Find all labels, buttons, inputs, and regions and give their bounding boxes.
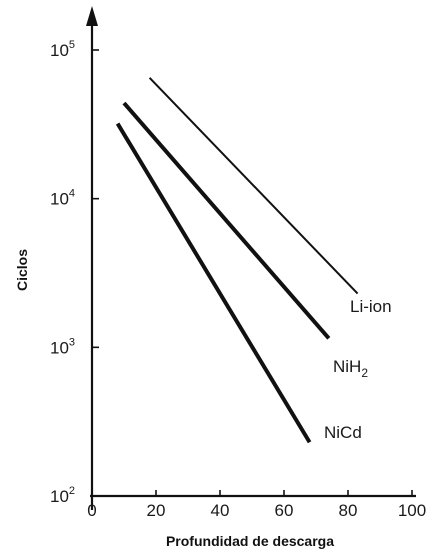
series-label-li-ion: Li-ion [350,297,392,316]
y-tick-base: 10 [50,41,69,60]
y-tick-label: 105 [50,39,75,60]
y-tick-base: 10 [50,190,69,209]
y-tick-label: 102 [50,485,75,506]
series-label-main: NiCd [324,423,362,442]
series-line-li-ion [148,77,359,295]
x-tick-label: 80 [339,501,358,520]
series-label-subscript: 2 [361,366,368,380]
y-tick-label: 103 [50,336,75,357]
y-tick-base: 10 [50,487,69,506]
series-layer: Li-ion NiH2 NiCd [115,77,392,444]
x-tick-label: 100 [398,501,426,520]
series-label-main: Li-ion [350,297,392,316]
y-tick-exponent: 3 [69,336,75,348]
y-tick-exponent: 4 [69,188,75,200]
y-tick-exponent: 2 [69,485,75,497]
y-tick-exponent: 5 [69,39,75,51]
y-tick-base: 10 [50,338,69,357]
series-label-main: NiH [333,357,361,376]
x-tick-label: 60 [275,501,294,520]
y-tick-label: 104 [50,188,75,209]
y-axis-title: Ciclos [14,249,30,291]
series-label-nih2: NiH2 [333,357,368,380]
series-label-nicd: NiCd [324,423,362,442]
x-tick-label: 20 [147,501,166,520]
x-axis-title: Profundidad de descarga [166,533,334,549]
y-axis-arrow [86,6,98,26]
x-tick-label: 0 [87,501,96,520]
x-tick-label: 40 [211,501,230,520]
series-line-nicd [115,122,312,444]
series-line-nih2 [122,101,331,340]
